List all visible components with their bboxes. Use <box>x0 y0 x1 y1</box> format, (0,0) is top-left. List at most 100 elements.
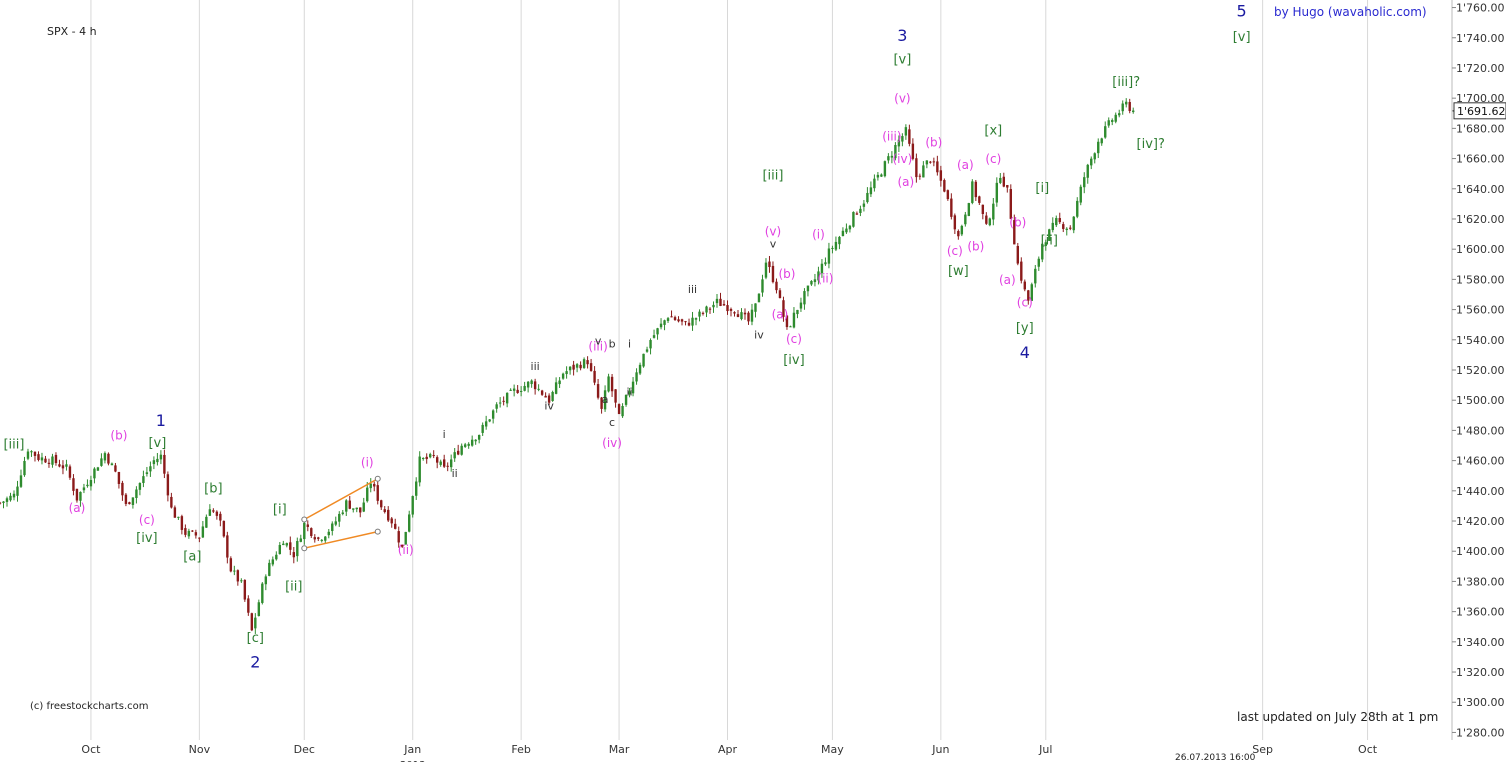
candle-body <box>152 460 156 465</box>
candle-body <box>477 434 481 440</box>
candle-body <box>1002 176 1006 187</box>
candle-body <box>264 576 268 585</box>
wave-label: [iii] <box>3 438 24 453</box>
candle-body <box>376 485 379 501</box>
candle-body <box>824 262 827 265</box>
candle-body <box>317 537 320 539</box>
candle-body <box>663 320 666 325</box>
candle-body <box>656 328 659 335</box>
y-tick-label: 1'620.00 <box>1456 213 1505 226</box>
wave-label: iii <box>688 283 697 296</box>
candle-body <box>1079 186 1082 203</box>
candle-body <box>754 303 757 312</box>
candle-body <box>1097 141 1100 154</box>
candle-body <box>474 439 477 442</box>
candle-body <box>932 161 936 163</box>
candle-body <box>589 363 593 371</box>
candle-body <box>971 181 974 203</box>
candle-body <box>33 451 37 456</box>
price-marker-label: 1'691.62 <box>1457 105 1506 118</box>
candle-body <box>565 371 568 375</box>
candle-body <box>743 312 747 315</box>
wave-label: (iii) <box>588 339 607 353</box>
candle-body <box>950 198 953 217</box>
candle-body <box>9 495 12 501</box>
candle-body <box>558 380 561 385</box>
candle-body <box>135 489 138 498</box>
candle-body <box>1118 113 1121 116</box>
candle-body <box>873 178 876 189</box>
candle-body <box>960 225 964 235</box>
candle-body <box>901 136 904 142</box>
x-tick-label: Sep <box>1252 743 1273 756</box>
candle-body <box>677 319 680 322</box>
candle-body <box>1111 120 1114 122</box>
candle-body <box>1009 189 1013 219</box>
y-tick-label: 1'280.00 <box>1456 726 1505 739</box>
wave-label: [y] <box>1016 321 1034 336</box>
y-tick-label: 1'520.00 <box>1456 364 1505 377</box>
candle-body <box>47 462 51 464</box>
candle-body <box>729 308 733 311</box>
trendline-handle[interactable] <box>301 545 308 552</box>
candle-body <box>495 404 498 409</box>
candle-body <box>243 579 247 600</box>
candle-body <box>561 373 565 379</box>
wave-label: (b) <box>967 240 984 254</box>
candle-body <box>712 304 715 308</box>
candle-body <box>96 467 100 471</box>
candle-body <box>579 364 582 369</box>
candle-body <box>764 262 768 278</box>
candle-body <box>470 439 474 446</box>
y-tick-label: 1'360.00 <box>1456 606 1505 619</box>
trendline-handle[interactable] <box>374 475 381 482</box>
candle-body <box>1107 120 1110 126</box>
candle-body <box>212 510 215 512</box>
wave-label: [iii]? <box>1112 75 1140 90</box>
wave-label: (v) <box>765 225 781 239</box>
candle-body <box>208 509 212 516</box>
candle-body <box>456 450 460 455</box>
wave-label: (a) <box>69 501 86 515</box>
candle-body <box>526 381 530 388</box>
candle-body <box>268 562 271 576</box>
candle-body <box>303 522 306 540</box>
candle-body <box>617 404 621 415</box>
candle-body <box>736 314 740 318</box>
candle-body <box>1114 114 1117 122</box>
candle-body <box>995 182 999 203</box>
x-tick-label: Apr <box>718 743 738 756</box>
candle-body <box>687 322 691 326</box>
candle-body <box>418 456 421 483</box>
candle-body <box>1027 290 1030 301</box>
wave-label: a <box>602 393 609 406</box>
candle-body <box>1023 281 1026 290</box>
candle-body <box>925 160 929 165</box>
candle-body <box>1093 153 1096 160</box>
wave-label: [i] <box>273 502 287 517</box>
candle-body <box>463 444 467 447</box>
candle-body <box>19 475 23 487</box>
candle-body <box>512 388 516 391</box>
wave-label: iv <box>544 399 554 412</box>
trendline-handle[interactable] <box>374 528 381 535</box>
candle-body <box>789 326 792 328</box>
candle-body <box>1006 184 1009 188</box>
candle-body <box>16 486 19 496</box>
wave-label: (c) <box>1017 296 1033 310</box>
candle-body <box>194 532 198 536</box>
author-credit[interactable]: by Hugo (wavaholic.com) <box>1274 5 1427 19</box>
candle-body <box>404 531 407 545</box>
candle-body <box>575 364 579 368</box>
candle-body <box>93 468 96 479</box>
candle-body <box>715 298 719 304</box>
candle-body <box>978 196 981 203</box>
wave-label: b <box>609 337 616 350</box>
candle-body <box>806 285 810 292</box>
candle-body <box>981 204 985 215</box>
candle-body <box>124 494 128 504</box>
candle-body <box>883 161 887 177</box>
candle-body <box>131 497 135 505</box>
trendline-handle[interactable] <box>301 516 308 523</box>
candle-body <box>974 181 978 198</box>
